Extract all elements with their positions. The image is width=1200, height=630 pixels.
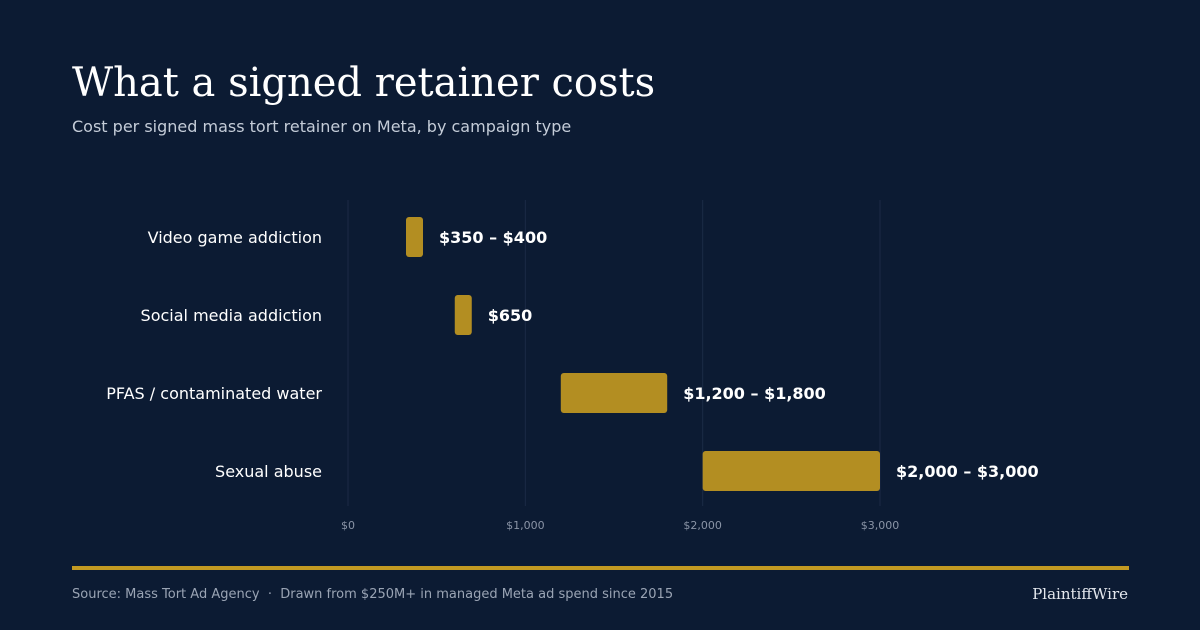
category-label: Video game addiction: [148, 228, 322, 247]
range-bar: [560, 373, 668, 413]
range-bar: [406, 217, 423, 257]
x-tick-label: $1,000: [506, 519, 545, 532]
category-label: PFAS / contaminated water: [106, 384, 322, 403]
brand-logo: PlaintiffWire: [1032, 585, 1128, 603]
value-label: $650: [488, 306, 533, 325]
range-bar: [702, 451, 880, 491]
chart-subtitle: Cost per signed mass tort retainer on Me…: [72, 117, 572, 136]
x-tick-label: $0: [341, 519, 355, 532]
bar-chart: $0 $1,000 $2,000 $3,000 Video game addiction…: [106, 200, 1039, 532]
category-label: Sexual abuse: [215, 462, 322, 481]
value-label: $2,000 – $3,000: [896, 462, 1039, 481]
x-tick-label: $3,000: [861, 519, 900, 532]
x-tick-label: $2,000: [683, 519, 722, 532]
range-bar: [454, 295, 472, 335]
category-label: Social media addiction: [141, 306, 322, 325]
source-note: Source: Mass Tort Ad Agency · Drawn from…: [72, 587, 674, 602]
value-label: $1,200 – $1,800: [683, 384, 826, 403]
value-label: $350 – $400: [439, 228, 547, 247]
chart-title: What a signed retainer costs: [72, 60, 656, 106]
footer-divider: [72, 566, 1129, 570]
